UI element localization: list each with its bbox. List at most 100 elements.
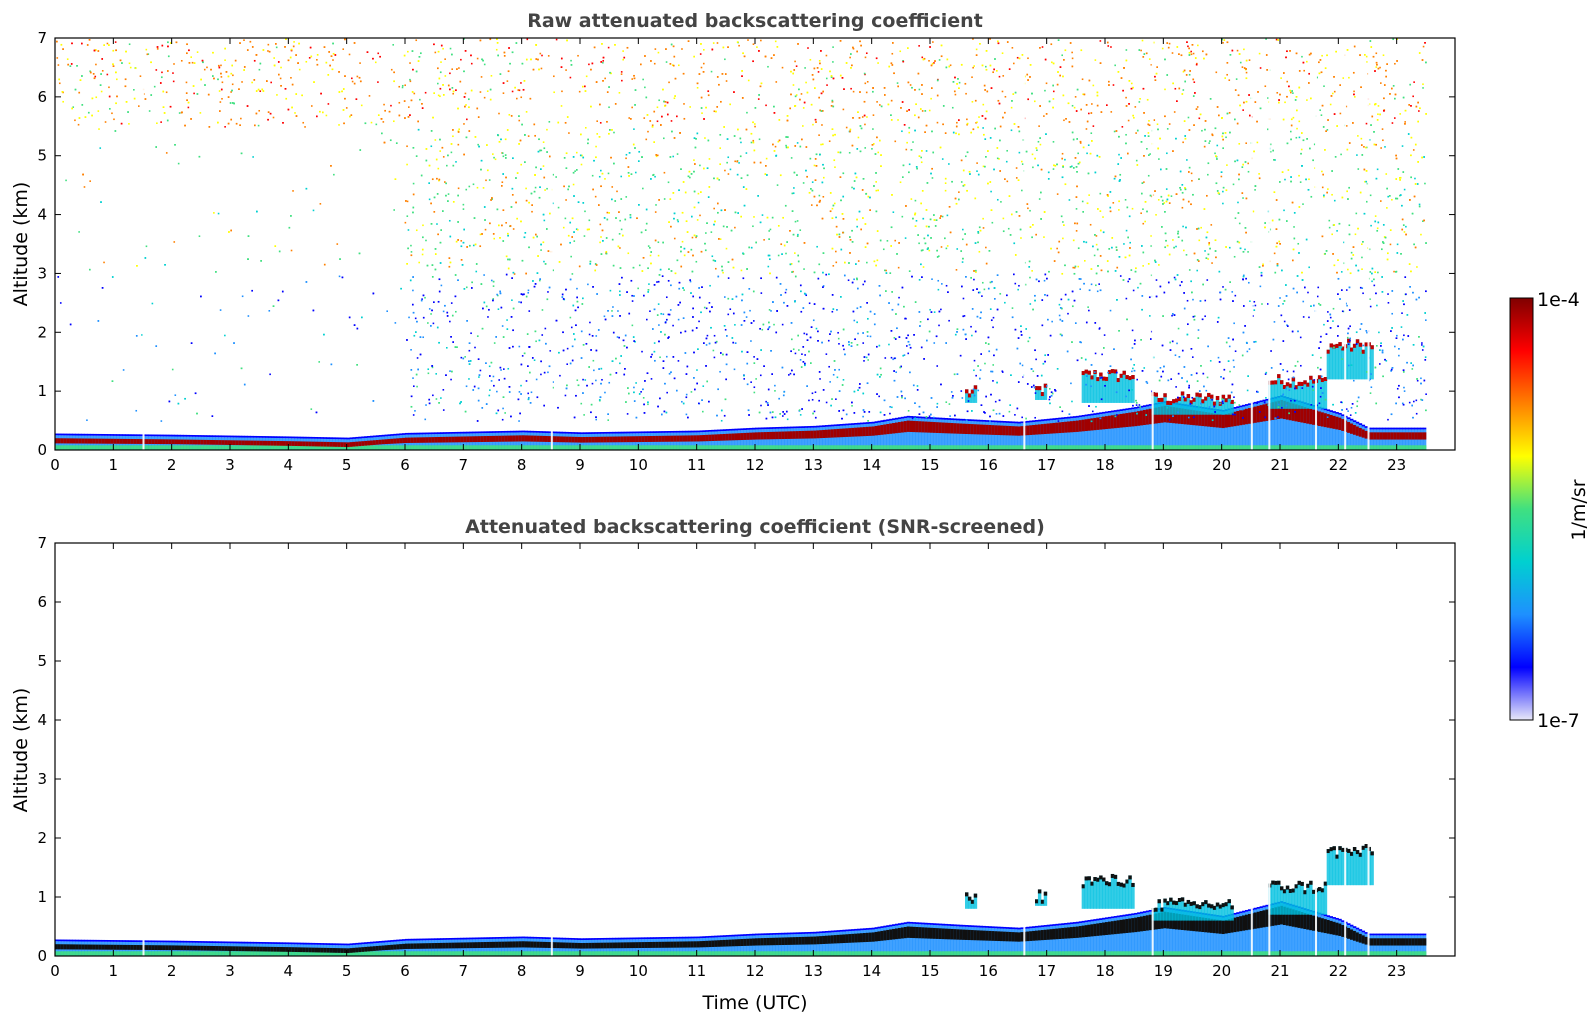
noise-pixel	[696, 369, 698, 371]
layer-cell	[180, 439, 184, 445]
surface-cell	[300, 445, 304, 450]
layer-cell	[57, 438, 62, 444]
layer-edge-cell	[267, 436, 272, 438]
layer-cell	[1198, 411, 1202, 426]
noise-pixel	[190, 56, 192, 58]
noise-pixel	[1034, 416, 1036, 419]
layer-cell	[457, 436, 461, 443]
noise-pixel	[1135, 132, 1137, 134]
surface-cell	[130, 445, 135, 450]
noise-pixel	[1166, 128, 1169, 130]
noise-pixel	[1262, 263, 1264, 266]
layer-edge-cell	[1000, 420, 1004, 423]
noise-pixel	[831, 310, 834, 313]
layer-cell	[189, 439, 193, 445]
cloud-cell	[1347, 338, 1351, 380]
noise-pixel	[457, 187, 460, 190]
noise-pixel	[863, 360, 865, 362]
layer-cell	[107, 438, 111, 444]
surface-cell	[162, 445, 167, 450]
layer-cell	[839, 428, 843, 438]
noise-pixel	[275, 46, 278, 49]
aerosol-cell	[924, 418, 928, 450]
noise-pixel	[1191, 396, 1194, 399]
layer-cell	[116, 438, 120, 444]
noise-pixel	[103, 261, 105, 264]
surface-cell	[1107, 445, 1112, 450]
noise-pixel	[1241, 408, 1244, 411]
noise-pixel	[1090, 283, 1093, 286]
surface-cell	[515, 445, 520, 450]
aerosol-cell	[839, 425, 843, 450]
layer-cell	[1239, 410, 1243, 426]
aerosol-cell	[1422, 429, 1427, 450]
cloud-cell	[1099, 372, 1103, 403]
layer-cell	[725, 433, 730, 441]
noise-pixel	[620, 175, 623, 178]
noise-pixel	[290, 76, 292, 79]
layer-cell	[224, 440, 228, 445]
layer-cell	[930, 421, 934, 433]
surface-cell	[1119, 445, 1123, 450]
layer-edge-cell	[276, 436, 281, 439]
layer-edge-cell	[431, 432, 435, 435]
layer-edge-cell	[1373, 427, 1377, 430]
noise-pixel	[1341, 401, 1343, 404]
noise-pixel	[972, 38, 974, 40]
cloud-top-cell	[1081, 371, 1086, 376]
cloud-cell	[1160, 397, 1164, 415]
noise-pixel	[1302, 300, 1305, 303]
aerosol-cell	[970, 421, 975, 450]
cloud-cell	[1291, 377, 1296, 409]
layer-cell	[125, 438, 129, 444]
surface-cell	[1037, 445, 1042, 450]
noise-pixel	[602, 60, 605, 62]
surface-cell	[1008, 445, 1013, 450]
noise-pixel	[1062, 237, 1064, 240]
noise-pixel	[1090, 385, 1092, 388]
layer-cell	[186, 439, 190, 445]
noise-pixel	[785, 144, 787, 147]
surface-cell	[778, 445, 782, 450]
noise-pixel	[869, 335, 872, 338]
layer-edge-cell	[1037, 419, 1042, 422]
noise-pixel	[1221, 398, 1223, 400]
surface-cell	[230, 445, 234, 450]
noise-pixel	[922, 266, 925, 268]
noise-pixel	[708, 302, 711, 304]
aerosol-cell	[1157, 404, 1161, 450]
surface-cell	[1093, 445, 1097, 450]
noise-pixel	[160, 420, 163, 422]
layer-edge-cell	[722, 429, 727, 432]
surface-cell	[294, 445, 298, 450]
noise-pixel	[1286, 370, 1289, 373]
layer-edge-cell	[991, 420, 995, 423]
noise-pixel	[1148, 120, 1150, 122]
layer-edge-cell	[285, 436, 289, 439]
layer-cell	[1177, 408, 1182, 424]
noise-pixel	[1175, 245, 1177, 248]
surface-cell	[1385, 445, 1389, 450]
layer-cell	[98, 438, 103, 444]
surface-cell	[988, 445, 992, 450]
noise-pixel	[410, 348, 412, 351]
layer-edge-cell	[84, 433, 88, 436]
noise-pixel	[596, 120, 598, 122]
noise-pixel	[338, 275, 341, 278]
noise-pixel	[1373, 284, 1376, 287]
noise-pixel	[172, 80, 175, 83]
layer-edge-cell	[1361, 424, 1366, 427]
noise-pixel	[1174, 87, 1177, 90]
surface-cell	[361, 445, 365, 450]
cloud-cell	[1169, 401, 1173, 415]
noise-pixel	[425, 404, 427, 406]
noise-pixel	[270, 81, 272, 84]
noise-pixel	[864, 56, 867, 59]
aerosol-cell	[871, 423, 876, 450]
layer-cell	[804, 430, 808, 439]
noise-pixel	[518, 345, 521, 348]
noise-pixel	[1058, 314, 1061, 317]
noise-pixel	[1072, 266, 1075, 269]
noise-pixel	[633, 128, 635, 130]
layer-edge-cell	[886, 419, 890, 422]
